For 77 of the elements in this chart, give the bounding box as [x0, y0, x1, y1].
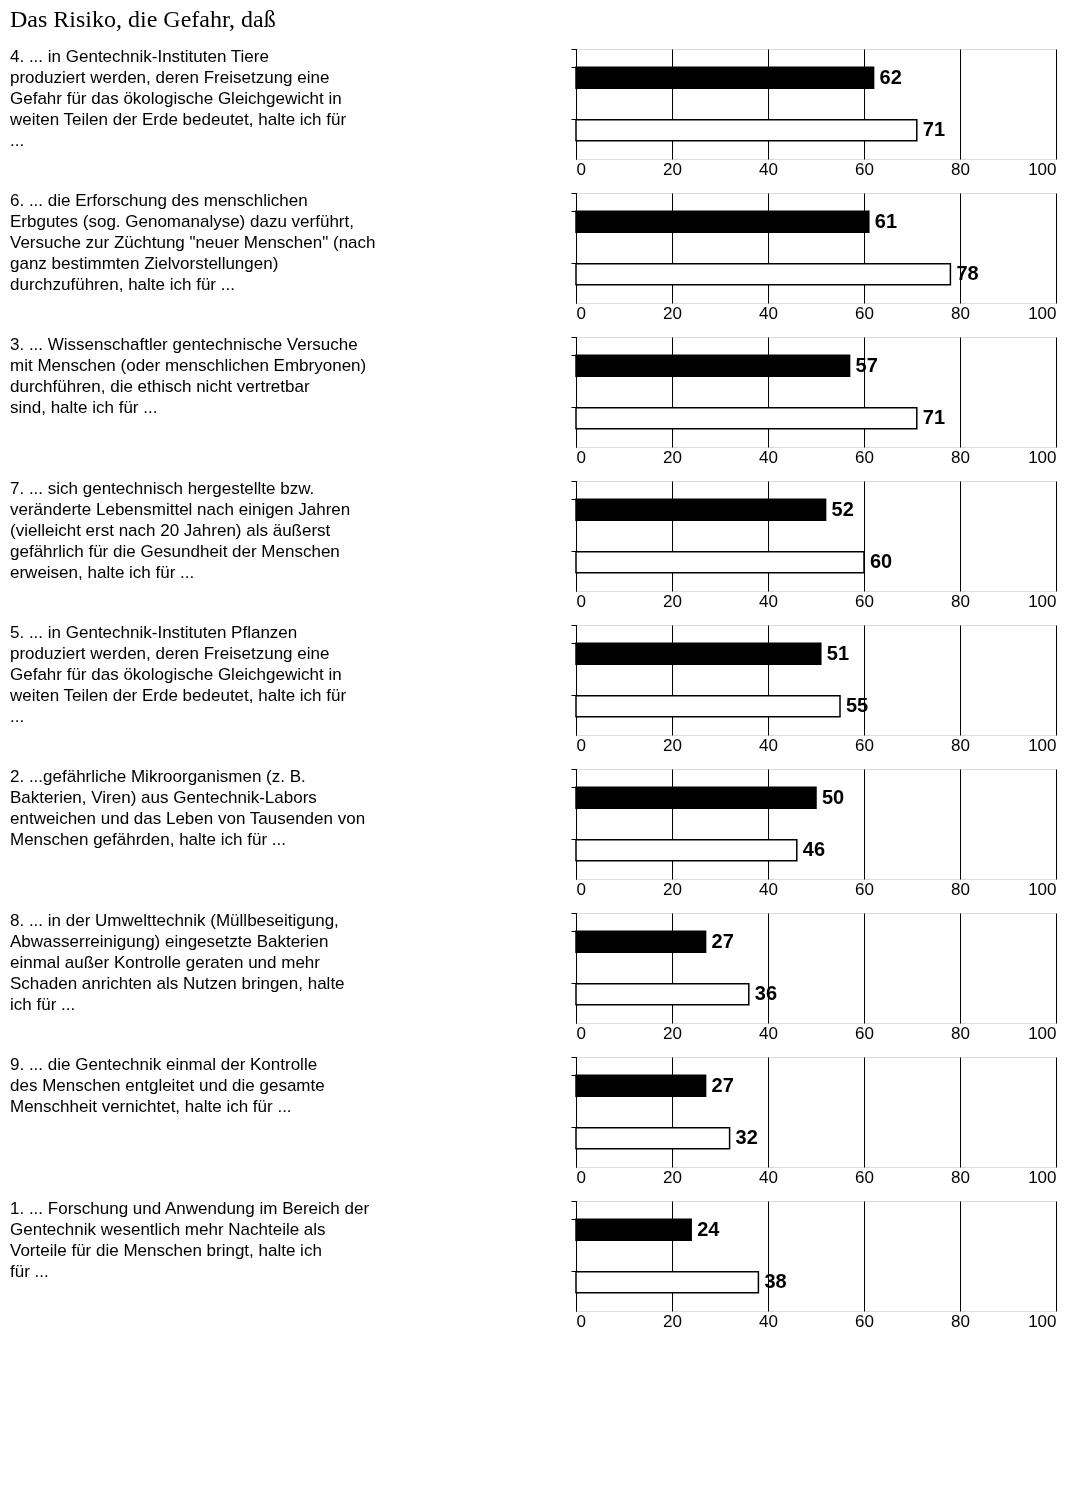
data-label: 24 — [697, 1217, 721, 1240]
x-tick-label: 0 — [576, 1023, 586, 1043]
x-tick-label: 100 — [1028, 735, 1057, 755]
x-tick-label: 60 — [855, 1023, 874, 1043]
x-tick-label: 100 — [1028, 879, 1057, 899]
x-tick-label: 20 — [663, 591, 682, 611]
x-tick-label: 100 — [1028, 1167, 1057, 1187]
x-tick-label: 80 — [951, 735, 970, 755]
x-tick-label: 20 — [663, 447, 682, 467]
text: Das Risiko, die Gefahr, daß — [10, 6, 276, 32]
text: 7. ... sich gentechnisch hergestellte bzw. veränderte Lebensmittel nach einigen Jahren (vielleicht erst nach 20 Jahren) als äußerst gefährlich für die Gesundheit der Menschen erweisen, halte ich für ... — [10, 479, 351, 582]
x-tick-label: 20 — [663, 1167, 682, 1187]
x-tick-label: 0 — [576, 159, 586, 179]
text: 2. ...gefährliche Mikroorganismen (z. B. Bakterien, Viren) aus Gentechnik-Labors entweichen und das Leben von Tausenden von Menschen gefährden, halte ich für ... — [10, 767, 366, 849]
x-tick-label: 60 — [855, 159, 874, 179]
data-label: 61 — [874, 209, 898, 232]
x-tick-label: 0 — [576, 447, 586, 467]
x-tick-label: 0 — [576, 735, 586, 755]
x-tick-label: 100 — [1028, 159, 1057, 179]
x-tick-label: 100 — [1028, 303, 1057, 323]
x-tick-label: 0 — [576, 1311, 586, 1331]
x-tick-label: 20 — [663, 735, 682, 755]
data-label: 27 — [711, 1073, 734, 1096]
x-tick-label: 20 — [663, 159, 682, 179]
x-tick-label: 60 — [855, 879, 874, 899]
x-tick-label: 100 — [1028, 591, 1057, 611]
x-tick-label: 100 — [1028, 447, 1057, 467]
data-label: 71 — [922, 406, 946, 429]
x-tick-label: 60 — [855, 1311, 874, 1331]
text: 9. ... die Gentechnik einmal der Kontrolle des Menschen entgleitet und die gesamte Menschheit vernichtet, halte ich für ... — [10, 1055, 325, 1116]
x-tick-label: 80 — [951, 591, 970, 611]
x-tick-label: 80 — [951, 303, 970, 323]
x-tick-label: 60 — [855, 303, 874, 323]
x-tick-label: 0 — [576, 303, 586, 323]
x-tick-label: 80 — [951, 447, 970, 467]
data-label: 50 — [822, 785, 845, 808]
x-tick-label: 40 — [759, 591, 778, 611]
x-tick-label: 40 — [759, 303, 778, 323]
data-label: 51 — [826, 641, 850, 664]
data-label: 62 — [879, 65, 902, 88]
x-tick-label: 0 — [576, 879, 586, 899]
x-tick-label: 20 — [663, 303, 682, 323]
x-tick-label: 40 — [759, 159, 778, 179]
x-tick-label: 20 — [663, 879, 682, 899]
data-label: 60 — [870, 550, 893, 573]
x-tick-label: 40 — [759, 1167, 778, 1187]
x-tick-label: 80 — [951, 879, 970, 899]
x-tick-label: 80 — [951, 159, 970, 179]
text: 3. ... Wissenschaftler gentechnische Versuche mit Menschen (oder menschlichen Embryonen) durchführen, die ethisch nicht vertretbar sind, halte ich für ... — [10, 335, 367, 417]
x-tick-label: 60 — [855, 735, 874, 755]
x-tick-label: 60 — [855, 1167, 874, 1187]
x-tick-label: 40 — [759, 879, 778, 899]
x-tick-label: 40 — [759, 1023, 778, 1043]
x-tick-label: 40 — [759, 447, 778, 467]
text: 1. ... Forschung und Anwendung im Bereich der Gentechnik wesentlich mehr Nachteile als Vorteile für die Menschen bringt, halte ich für ... — [10, 1199, 370, 1281]
data-label: 27 — [711, 929, 734, 952]
x-tick-label: 80 — [951, 1167, 970, 1187]
text: 4. ... in Gentechnik-Instituten Tiere produziert werden, deren Freisetzung eine Gefahr für das ökologische Gleichgewicht in weiten Teilen der Erde bedeutet, halte ich für ... — [9, 47, 347, 150]
x-tick-label: 40 — [759, 1311, 778, 1331]
x-tick-label: 20 — [663, 1023, 682, 1043]
x-tick-label: 80 — [951, 1023, 970, 1043]
data-label: 52 — [831, 497, 854, 520]
x-tick-label: 60 — [855, 447, 874, 467]
text: 5. ... in Gentechnik-Instituten Pflanzen produziert werden, deren Freisetzung eine Gefahr für das ökologische Gleichgewicht in weiten Teilen der Erde bedeutet, halte ich für ... — [9, 623, 347, 726]
x-tick-label: 100 — [1028, 1023, 1057, 1043]
text: 8. ... in der Umwelttechnik (Müllbeseitigung, Abwasserreinigung) eingesetzte Bakterien einmal außer Kontrolle geraten und mehr Schaden anrichten als Nutzen bringen, halte ich für ... — [10, 911, 345, 1014]
data-label: 71 — [922, 118, 946, 141]
data-label: 46 — [802, 838, 826, 861]
x-tick-label: 0 — [576, 1167, 586, 1187]
text: 6. ... die Erforschung des menschlichen Erbgutes (sog. Genomanalyse) dazu verführt, Versuche zur Züchtung "neuer Menschen" (nach ganz bestimmten Zielvorstellungen) durchzuführen, halte ich für ... — [10, 191, 376, 294]
x-tick-label: 0 — [576, 591, 586, 611]
x-tick-label: 20 — [663, 1311, 682, 1331]
x-tick-label: 100 — [1028, 1311, 1057, 1331]
x-tick-label: 60 — [855, 591, 874, 611]
x-tick-label: 40 — [759, 735, 778, 755]
x-tick-label: 80 — [951, 1311, 970, 1331]
data-label: 32 — [735, 1126, 758, 1149]
